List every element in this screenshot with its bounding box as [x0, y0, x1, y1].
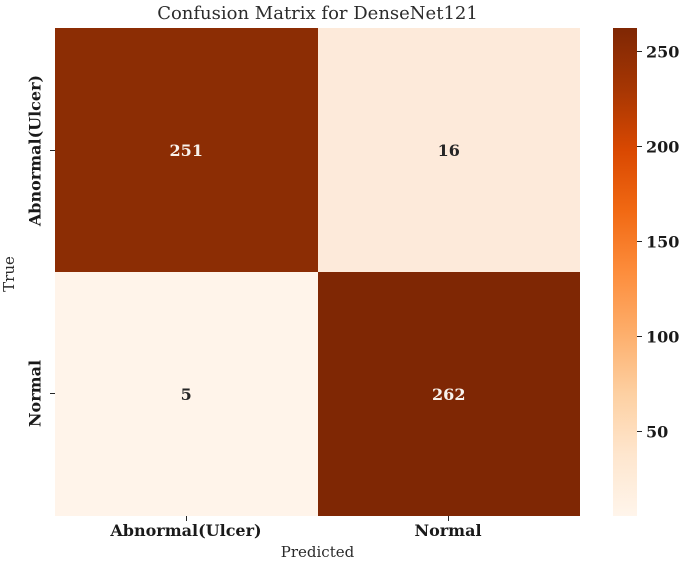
colorbar-tick-label: 150 [646, 232, 680, 252]
chart-title: Confusion Matrix for DenseNet121 [157, 3, 478, 24]
x-tick-label-abnormal-ulcer: Abnormal(Ulcer) [110, 521, 262, 540]
y-axis-tick [50, 393, 55, 394]
colorbar-tick [637, 50, 642, 52]
y-axis-tick [50, 150, 55, 151]
colorbar-tick [637, 430, 642, 432]
colorbar-tick [637, 240, 642, 242]
y-axis-label: True [0, 256, 18, 292]
x-tick-label-normal: Normal [414, 521, 482, 540]
colorbar-tick-label: 100 [646, 327, 680, 347]
heatmap-cell-r1c0: 5 [55, 272, 318, 516]
y-tick-label-abnormal-ulcer: Abnormal(Ulcer) [25, 74, 45, 227]
colorbar-tick-label: 250 [646, 42, 680, 62]
colorbar [613, 28, 637, 516]
heatmap-grid: 251 16 5 262 [55, 28, 580, 516]
heatmap-cell-r0c1: 16 [317, 28, 580, 272]
colorbar-tick [637, 335, 642, 337]
colorbar-tick-label: 50 [646, 422, 669, 442]
heatmap-cell-r1c1: 262 [317, 272, 580, 516]
y-tick-label-normal: Normal [25, 359, 45, 428]
x-axis-label: Predicted [280, 543, 355, 561]
colorbar-tick-label: 200 [646, 137, 680, 157]
x-axis-tick [186, 516, 187, 521]
heatmap-cell-r0c0: 251 [55, 28, 318, 272]
colorbar-tick [637, 145, 642, 147]
x-axis-tick [448, 516, 449, 521]
